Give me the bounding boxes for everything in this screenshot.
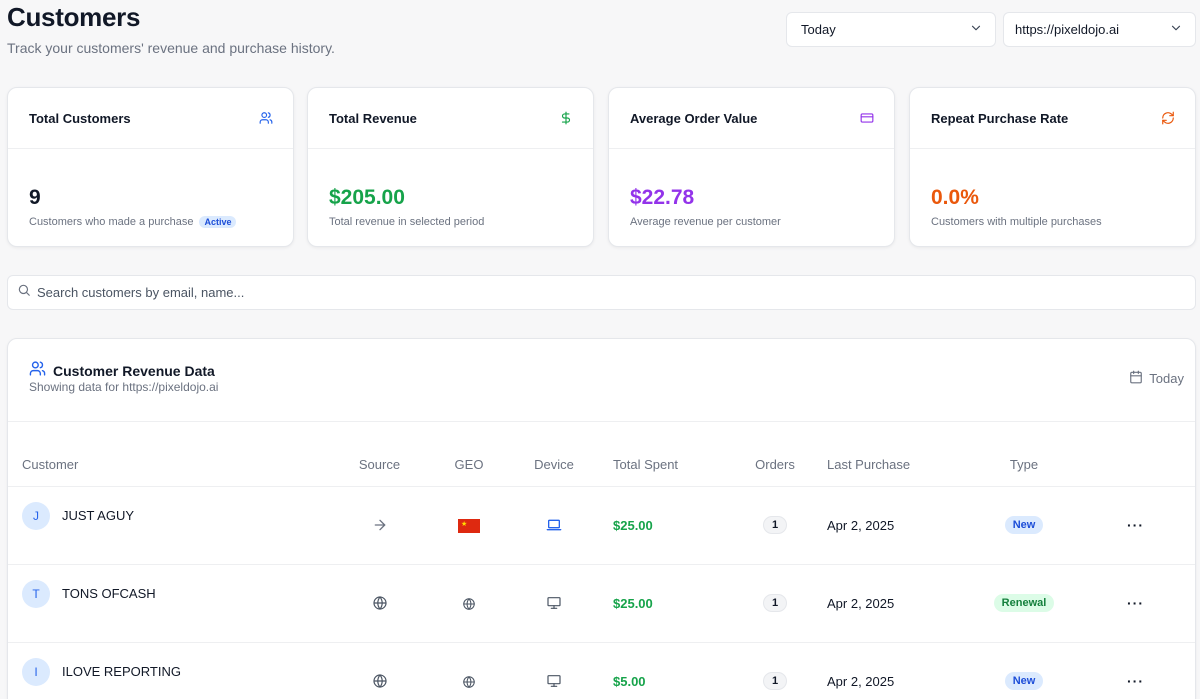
chevron-down-icon [969, 21, 983, 38]
table-header-row: Customer Source GEO Device Total Spent O… [8, 422, 1195, 487]
card-caption: Average revenue per customer [630, 216, 781, 228]
search-icon [17, 283, 37, 302]
card-caption: Total revenue in selected period [329, 216, 485, 228]
stat-card-repeat-purchase-rate: Repeat Purchase Rate 0.0% Customers with… [909, 87, 1196, 247]
card-caption: Customers with multiple purchases [931, 216, 1102, 228]
card-value: $205.00 [329, 186, 405, 209]
period-select[interactable]: Today [786, 12, 996, 47]
card-value: 0.0% [931, 186, 979, 209]
search-input[interactable] [37, 285, 1137, 300]
monitor-icon [546, 595, 562, 610]
users-icon [29, 360, 46, 382]
calendar-icon [1129, 370, 1143, 387]
customer-name: TONS OFCASH [62, 586, 156, 601]
column-header-last-purchase[interactable]: Last Purchase [816, 422, 972, 487]
orders-count: 1 [763, 516, 787, 534]
table-row[interactable]: I ILOVE REPORTING $5.00 1 Apr 2, 2025 Ne… [8, 642, 1195, 699]
chevron-down-icon [1169, 21, 1183, 38]
table-row[interactable]: J JUST AGUY ★ $25.00 1 Apr 2, 2025 New ·… [8, 486, 1195, 564]
customer-name: ILOVE REPORTING [62, 664, 181, 679]
card-title: Total Customers [29, 110, 131, 126]
last-purchase: Apr 2, 2025 [827, 595, 895, 611]
last-purchase: Apr 2, 2025 [827, 673, 895, 689]
column-header-device[interactable]: Device [507, 422, 601, 487]
panel-date-text: Today [1149, 371, 1184, 386]
stat-card-total-revenue: Total Revenue $205.00 Total revenue in s… [307, 87, 594, 247]
globe-icon [372, 673, 388, 688]
column-header-source[interactable]: Source [328, 422, 431, 487]
dollar-icon [559, 111, 573, 125]
page-title: Customers [7, 2, 141, 32]
monitor-icon [546, 673, 562, 688]
period-select-value: Today [801, 22, 836, 37]
more-actions-icon[interactable]: ··· [1127, 517, 1144, 533]
total-spent: $25.00 [613, 595, 653, 611]
card-value: 9 [29, 186, 41, 209]
type-badge: New [1004, 516, 1044, 534]
overlay-patch [20, 686, 225, 699]
page-subtitle: Track your customers' revenue and purcha… [7, 40, 335, 56]
card-value: $22.78 [630, 186, 695, 209]
site-select[interactable]: https://pixeldojo.ai [1003, 12, 1196, 47]
globe-icon [462, 673, 476, 688]
type-badge: Renewal [993, 594, 1055, 612]
total-spent: $5.00 [613, 673, 646, 689]
column-header-orders[interactable]: Orders [734, 422, 816, 487]
avatar: T [22, 580, 50, 608]
column-header-customer[interactable]: Customer [8, 422, 328, 487]
type-badge: New [1004, 672, 1044, 690]
orders-count: 1 [763, 594, 787, 612]
card-title: Average Order Value [630, 110, 758, 126]
site-select-value: https://pixeldojo.ai [1015, 22, 1120, 37]
globe-icon [462, 595, 476, 610]
stat-card-total-customers: Total Customers 9 Customers who made a p… [7, 87, 294, 247]
column-header-actions [1076, 422, 1195, 487]
china-flag-icon: ★ [458, 518, 480, 533]
card-caption: Customers who made a purchase [29, 216, 194, 228]
search-bar[interactable] [7, 275, 1196, 310]
panel-title: Customer Revenue Data [53, 363, 215, 379]
column-header-type[interactable]: Type [972, 422, 1076, 487]
credit-card-icon [860, 111, 874, 125]
page-header: Customers Track your customers' revenue … [7, 0, 335, 56]
status-badge: Active [199, 216, 237, 228]
card-title: Repeat Purchase Rate [931, 110, 1069, 126]
panel-date-label: Today [1129, 370, 1184, 387]
avatar: J [22, 502, 50, 530]
last-purchase: Apr 2, 2025 [827, 517, 895, 533]
customer-name: JUST AGUY [62, 508, 135, 523]
more-actions-icon[interactable]: ··· [1127, 595, 1144, 611]
arrow-right-icon [372, 517, 388, 532]
more-actions-icon[interactable]: ··· [1127, 673, 1144, 689]
orders-count: 1 [763, 672, 787, 690]
card-title: Total Revenue [329, 110, 417, 126]
panel-subtitle: Showing data for https://pixeldojo.ai [29, 380, 219, 394]
total-spent: $25.00 [613, 517, 653, 533]
refresh-icon [1161, 111, 1175, 125]
customer-table: Customer Source GEO Device Total Spent O… [8, 422, 1195, 699]
customer-revenue-panel: Customer Revenue Data Showing data for h… [7, 338, 1196, 699]
avatar: I [22, 658, 50, 686]
laptop-icon [546, 517, 562, 532]
column-header-total-spent[interactable]: Total Spent [601, 422, 734, 487]
column-header-geo[interactable]: GEO [431, 422, 507, 487]
stat-card-average-order-value: Average Order Value $22.78 Average reven… [608, 87, 895, 247]
globe-icon [372, 595, 388, 610]
users-icon [259, 111, 273, 125]
table-row[interactable]: T TONS OFCASH $25.00 1 Apr 2, 2025 Renew… [8, 564, 1195, 642]
